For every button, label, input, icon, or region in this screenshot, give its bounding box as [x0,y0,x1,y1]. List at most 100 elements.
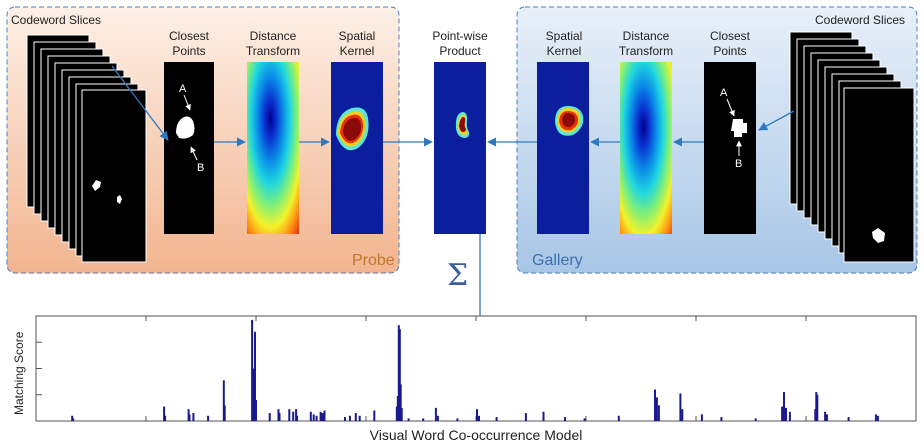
chart-bar [398,329,401,421]
chart-bar [296,415,299,422]
gallery-spatial-kernel: Spatial Kernel [537,29,589,234]
probe-blob [176,116,195,139]
chart-bar [399,384,402,422]
chart-xlabel: Visual Word Co-occurrence Model [370,427,583,443]
product-label-1: Point-wise [432,29,488,43]
gallery-distance-transform: Distance Transform [619,29,673,234]
gallery-closest-label-2: Points [713,44,746,58]
probe-kernel-label-1: Spatial [339,29,376,43]
chart-bar [524,413,527,421]
chart-bar [542,411,545,421]
chart-ticks [36,316,807,421]
chart-bar [255,400,257,421]
chart-frame [35,315,917,422]
probe-point-b: B [197,162,204,174]
chart-bar [312,414,315,421]
chart-bar [295,409,298,421]
probe-codeword-slices [26,34,147,263]
chart-bar [617,415,620,422]
probe-closest-label-2: Points [172,44,205,58]
chart-bar [72,418,75,421]
chart-bar [358,415,361,422]
chart-bar [495,417,498,421]
sum-symbol: Σ [447,258,468,293]
probe-point-a: A [179,83,187,95]
gallery-point-a: A [720,87,728,99]
gallery-codeword-slices [789,31,915,263]
chart-bar [268,413,271,421]
chart-bar [754,418,757,421]
chart-bar [192,413,195,421]
chart-bar [323,410,326,421]
gallery-blob [731,119,747,137]
chart-bar [222,380,225,421]
chart-bar [816,394,819,422]
chart-bar [315,415,318,422]
chart-bar [681,409,684,421]
probe-slice-to-closest-arrow [111,65,169,141]
chart-bar [223,405,226,422]
chart-bar [583,418,586,421]
chart-bar [278,413,281,421]
chart-bar [783,392,785,421]
chart-bar [252,368,255,421]
probe-closest-points: Closest Points A B [164,29,214,234]
gallery-point-b: B [735,158,742,170]
chart-bar [407,418,410,421]
gallery-closest-label-1: Closest [710,29,751,43]
gallery-kernel-label-2: Kernel [547,44,582,58]
probe-closest-label-1: Closest [169,29,210,43]
chart-bar [654,389,656,421]
chart-bar [254,331,256,422]
chart-bar [478,415,480,422]
gallery-panel-label: Gallery [532,252,583,269]
probe-codeword-title: Codeword Slices [11,13,101,27]
gallery-distance-label-2: Transform [619,44,673,58]
chart-bar [781,406,784,421]
chart-bar [657,405,660,422]
chart-bar [876,415,879,422]
chart-bar [655,397,658,421]
chart-bar [564,417,566,421]
matching-score-chart: Matching Score Visual Word Co-occurrence… [12,315,917,443]
chart-bars [71,319,879,422]
chart-bar [319,411,322,421]
probe-distance-transform: Distance Transform [246,29,300,234]
chart-bar [847,417,850,421]
product-label-2: Product [439,44,481,58]
chart-bar [720,417,723,421]
gallery-closest-points: Closest Points A B [704,29,756,234]
chart-bar [163,406,166,421]
chart-bar [164,415,167,422]
chart-bar [434,407,437,421]
gallery-kernel-label-1: Spatial [546,29,583,43]
probe-distance-label-2: Transform [246,44,300,58]
probe-spatial-kernel: Spatial Kernel [331,29,383,234]
chart-bar [456,418,459,421]
chart-bar [344,417,346,421]
chart-bar [436,415,439,422]
chart-bar [207,415,210,422]
gallery-distance-label-1: Distance [623,29,670,43]
chart-bar [373,410,376,421]
probe-distance-label-1: Distance [250,29,297,43]
pointwise-product: Point-wise Product [432,29,488,234]
probe-panel-label: Probe [352,252,395,269]
chart-bar [788,411,791,421]
chart-bar [292,411,295,421]
chart-bar [188,414,191,421]
chart-bar [422,418,425,421]
chart-bar [874,414,877,421]
chart-bar [700,414,703,421]
gallery-slice-to-closest-arrow [758,110,795,131]
chart-bar [321,413,324,421]
chart-bar [354,413,357,421]
chart-bar [824,411,827,421]
chart-bar [309,411,312,421]
chart-bar [348,415,351,422]
chart-bar [785,407,787,421]
probe-kernel-label-2: Kernel [340,44,375,58]
chart-bar [679,393,682,421]
chart-bar [476,409,478,421]
